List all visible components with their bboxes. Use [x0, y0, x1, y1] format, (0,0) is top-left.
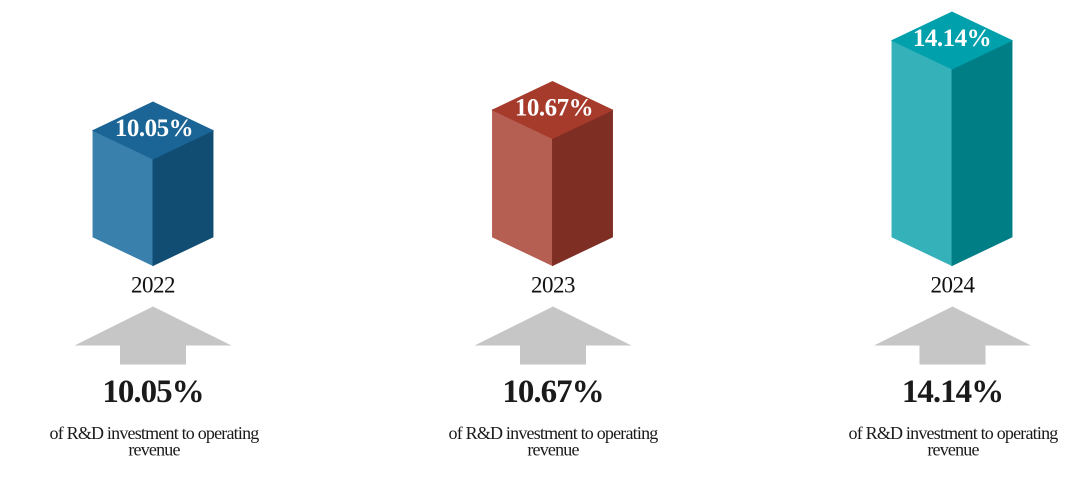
- svg-text:2024: 2024: [931, 273, 976, 298]
- svg-text:2022: 2022: [131, 273, 175, 298]
- svg-text:10.05%: 10.05%: [102, 374, 203, 410]
- svg-text:10.67%: 10.67%: [515, 95, 593, 122]
- svg-text:2023: 2023: [531, 273, 575, 298]
- svg-text:of R&D investment to operating: of R&D investment to operating: [50, 423, 260, 443]
- svg-text:revenue: revenue: [527, 440, 579, 460]
- svg-text:10.05%: 10.05%: [115, 115, 193, 142]
- svg-text:10.67%: 10.67%: [502, 374, 603, 410]
- svg-text:14.14%: 14.14%: [913, 25, 991, 52]
- svg-text:of R&D investment to operating: of R&D investment to operating: [849, 423, 1059, 443]
- svg-text:14.14%: 14.14%: [902, 374, 1003, 410]
- svg-text:of R&D investment to operating: of R&D investment to operating: [449, 423, 659, 443]
- svg-text:revenue: revenue: [128, 440, 180, 460]
- svg-text:revenue: revenue: [927, 440, 979, 460]
